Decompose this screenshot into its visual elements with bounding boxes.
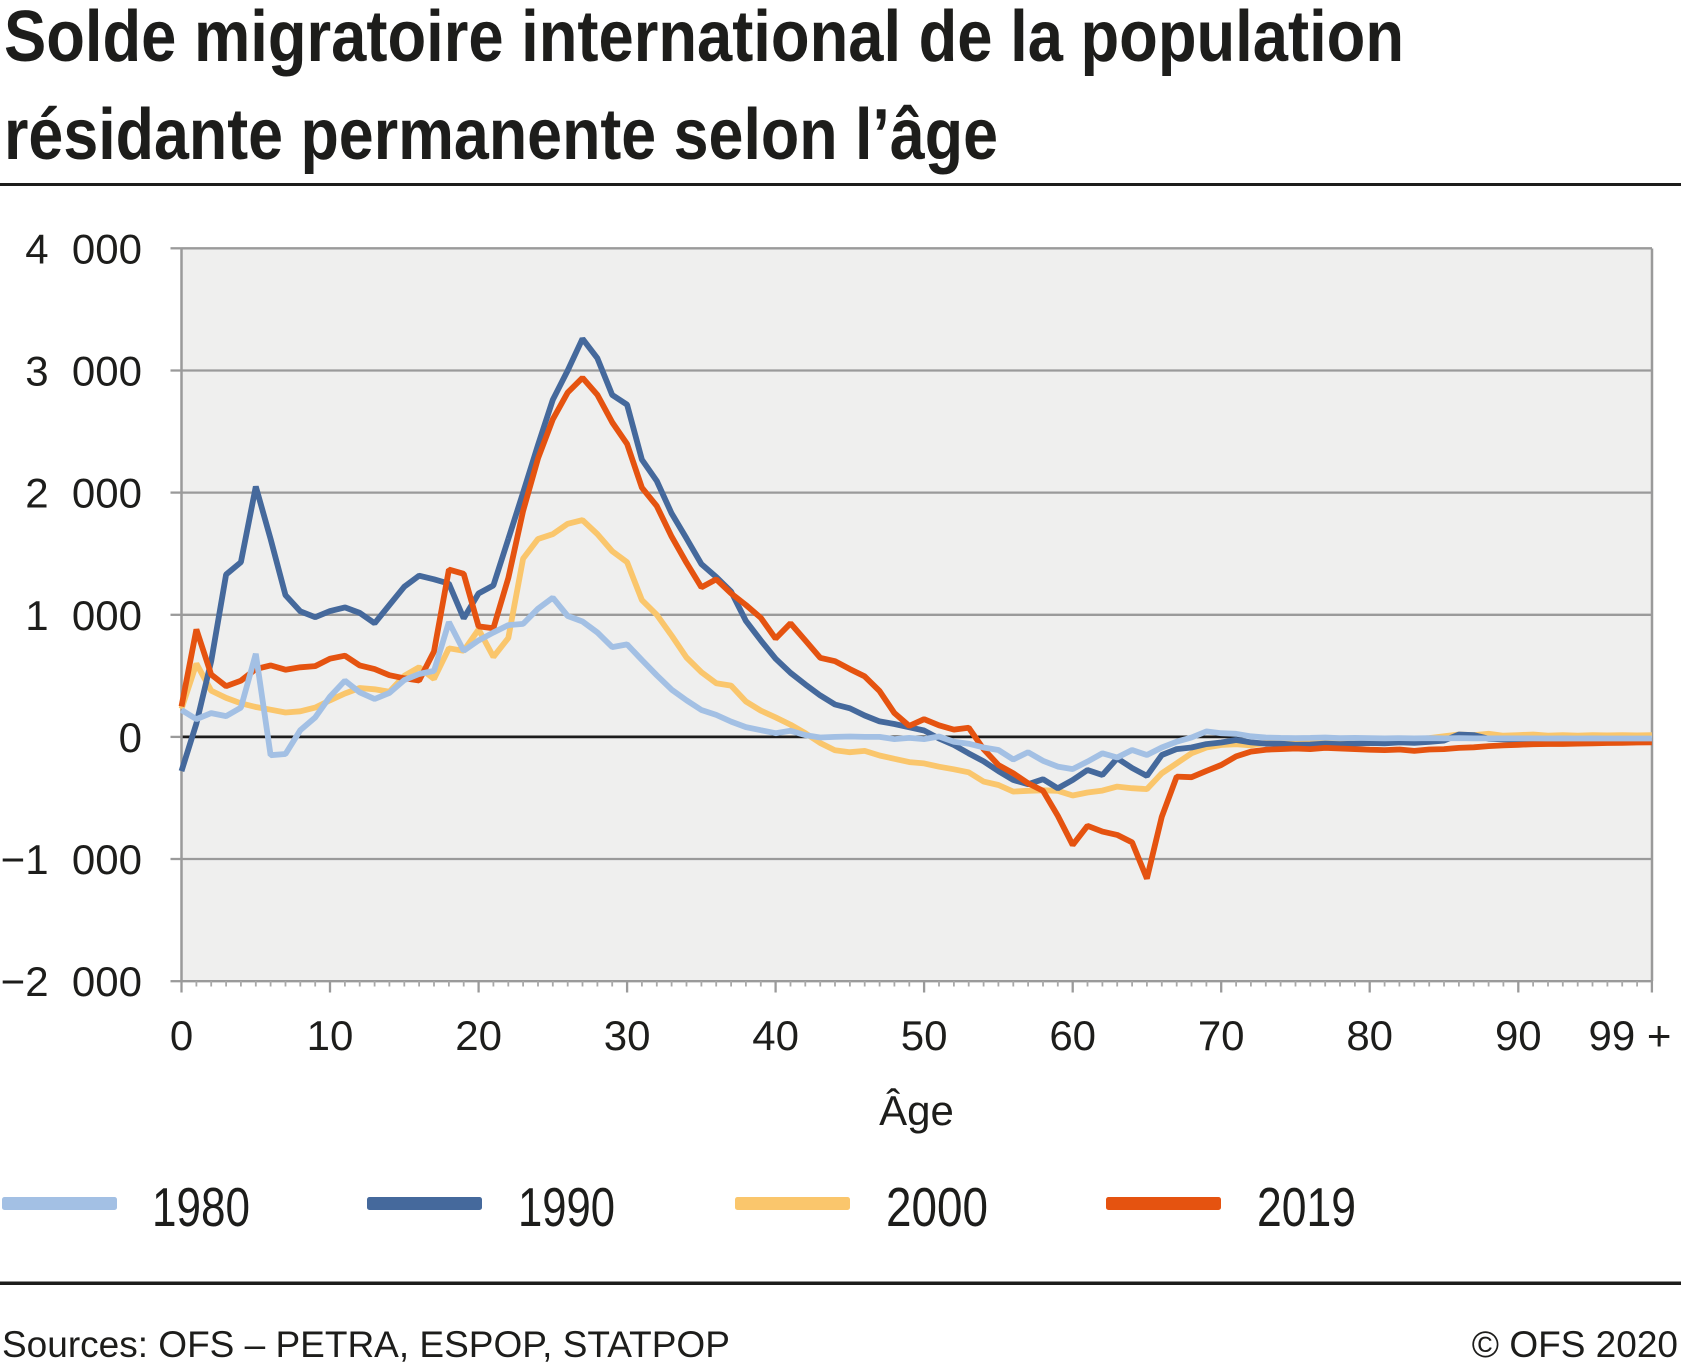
svg-text:40: 40 bbox=[752, 1012, 799, 1059]
svg-text:2000: 2000 bbox=[886, 1176, 988, 1238]
svg-text:Solde migratoire international: Solde migratoire international de la pop… bbox=[4, 0, 1404, 77]
svg-text:20: 20 bbox=[455, 1012, 502, 1059]
svg-text:© OFS 2020: © OFS 2020 bbox=[1472, 1324, 1678, 1365]
svg-text:60: 60 bbox=[1049, 1012, 1096, 1059]
svg-text:80: 80 bbox=[1346, 1012, 1393, 1059]
svg-text:résidante permanente selon l’â: résidante permanente selon l’âge bbox=[4, 95, 998, 175]
svg-text:2019: 2019 bbox=[1257, 1176, 1356, 1238]
svg-text:1980: 1980 bbox=[152, 1176, 250, 1238]
svg-text:1990: 1990 bbox=[518, 1176, 615, 1238]
svg-text:3 000: 3 000 bbox=[25, 348, 142, 395]
svg-text:4 000: 4 000 bbox=[25, 225, 142, 272]
svg-text:Sources: OFS – PETRA, ESPOP, S: Sources: OFS – PETRA, ESPOP, STATPOP bbox=[2, 1324, 730, 1365]
svg-text:0: 0 bbox=[119, 714, 142, 761]
svg-text:90: 90 bbox=[1495, 1012, 1542, 1059]
svg-text:10: 10 bbox=[307, 1012, 354, 1059]
svg-text:−2 000: −2 000 bbox=[1, 958, 142, 1005]
svg-text:50: 50 bbox=[901, 1012, 948, 1059]
svg-text:1 000: 1 000 bbox=[25, 592, 142, 639]
svg-text:2 000: 2 000 bbox=[25, 470, 142, 517]
svg-text:Âge: Âge bbox=[879, 1087, 954, 1134]
svg-text:99 +: 99 + bbox=[1589, 1012, 1672, 1059]
svg-text:−1 000: −1 000 bbox=[1, 836, 142, 883]
svg-text:70: 70 bbox=[1198, 1012, 1245, 1059]
svg-text:30: 30 bbox=[604, 1012, 651, 1059]
svg-text:0: 0 bbox=[170, 1012, 193, 1059]
